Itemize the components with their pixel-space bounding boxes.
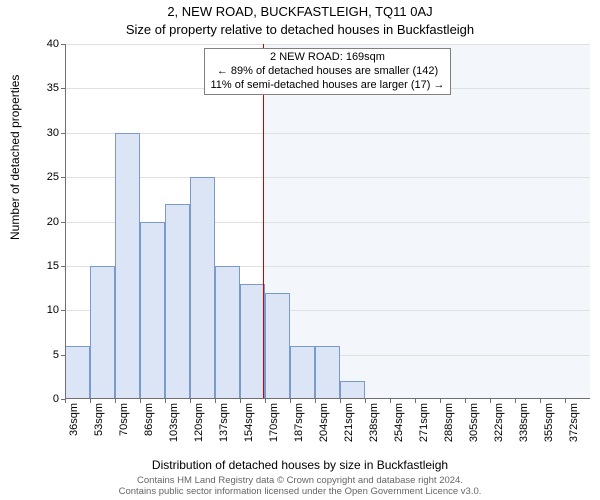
x-tick-mark: [115, 399, 116, 403]
annotation-line-1: 2 NEW ROAD: 169sqm: [211, 51, 445, 65]
grid-line: [65, 44, 590, 45]
y-tick-label: 25: [47, 171, 59, 183]
x-tick-label: 53sqm: [93, 403, 105, 436]
histogram-bar: [90, 266, 115, 399]
y-tick-label: 35: [47, 82, 59, 94]
histogram-bar: [65, 346, 90, 399]
x-tick-mark: [215, 399, 216, 403]
y-tick-mark: [61, 133, 65, 134]
annotation-line-3: 11% of semi-detached houses are larger (…: [211, 79, 445, 93]
x-tick-mark: [240, 399, 241, 403]
x-tick-mark: [390, 399, 391, 403]
page-title: 2, NEW ROAD, BUCKFASTLEIGH, TQ11 0AJ: [0, 4, 600, 19]
y-tick-label: 10: [47, 304, 59, 316]
histogram-plot: 2 NEW ROAD: 169sqm ← 89% of detached hou…: [65, 44, 590, 399]
property-marker-line: [263, 44, 264, 399]
x-tick-label: 36sqm: [68, 403, 80, 436]
histogram-bar: [340, 381, 365, 399]
x-tick-label: 355sqm: [543, 403, 555, 442]
y-tick-mark: [61, 310, 65, 311]
x-tick-mark: [165, 399, 166, 403]
x-tick-label: 305sqm: [468, 403, 480, 442]
x-axis-line: [65, 398, 590, 399]
grid-line: [65, 177, 590, 178]
y-tick-label: 30: [47, 127, 59, 139]
x-tick-label: 322sqm: [493, 403, 505, 442]
y-tick-mark: [61, 222, 65, 223]
histogram-bar: [290, 346, 315, 399]
x-tick-label: 170sqm: [268, 403, 280, 442]
x-tick-mark: [440, 399, 441, 403]
x-tick-label: 187sqm: [293, 403, 305, 442]
x-tick-label: 288sqm: [443, 403, 455, 442]
histogram-bar: [265, 293, 290, 400]
chart-subtitle: Size of property relative to detached ho…: [0, 22, 600, 37]
y-tick-label: 15: [47, 260, 59, 272]
y-tick-label: 0: [53, 393, 59, 405]
footer-line-2: Contains public sector information licen…: [0, 487, 600, 498]
x-tick-mark: [540, 399, 541, 403]
y-tick-label: 40: [47, 38, 59, 50]
histogram-bar: [140, 222, 165, 400]
x-tick-label: 86sqm: [143, 403, 155, 436]
histogram-bar: [315, 346, 340, 399]
x-tick-mark: [265, 399, 266, 403]
x-tick-mark: [65, 399, 66, 403]
y-axis-line: [65, 44, 66, 399]
x-tick-mark: [340, 399, 341, 403]
x-tick-label: 338sqm: [518, 403, 530, 442]
y-tick-mark: [61, 177, 65, 178]
footer-attribution: Contains HM Land Registry data © Crown c…: [0, 476, 600, 498]
annotation-box: 2 NEW ROAD: 169sqm ← 89% of detached hou…: [204, 48, 452, 95]
histogram-bar: [190, 177, 215, 399]
x-tick-label: 70sqm: [118, 403, 130, 436]
histogram-bar: [240, 284, 265, 399]
annotation-line-2: ← 89% of detached houses are smaller (14…: [211, 65, 445, 79]
histogram-bar: [165, 204, 190, 399]
x-tick-label: 238sqm: [368, 403, 380, 442]
x-tick-label: 137sqm: [218, 403, 230, 442]
histogram-bar: [115, 133, 140, 399]
y-tick-mark: [61, 266, 65, 267]
y-tick-label: 5: [53, 349, 59, 361]
x-tick-label: 271sqm: [418, 403, 430, 442]
x-tick-mark: [415, 399, 416, 403]
histogram-bar: [215, 266, 240, 399]
x-tick-label: 120sqm: [193, 403, 205, 442]
x-tick-mark: [465, 399, 466, 403]
x-tick-label: 103sqm: [168, 403, 180, 442]
x-tick-mark: [190, 399, 191, 403]
x-tick-mark: [140, 399, 141, 403]
y-tick-mark: [61, 355, 65, 356]
x-tick-label: 372sqm: [568, 403, 580, 442]
x-tick-label: 154sqm: [243, 403, 255, 442]
x-tick-mark: [490, 399, 491, 403]
x-tick-mark: [515, 399, 516, 403]
y-tick-mark: [61, 44, 65, 45]
x-tick-mark: [365, 399, 366, 403]
y-tick-mark: [61, 88, 65, 89]
x-tick-mark: [290, 399, 291, 403]
x-tick-label: 221sqm: [343, 403, 355, 442]
x-axis-label: Distribution of detached houses by size …: [0, 458, 600, 472]
y-axis-label: Number of detached properties: [8, 75, 22, 240]
x-tick-mark: [565, 399, 566, 403]
x-tick-label: 204sqm: [318, 403, 330, 442]
x-tick-label: 254sqm: [393, 403, 405, 442]
y-tick-label: 20: [47, 216, 59, 228]
grid-line: [65, 133, 590, 134]
x-tick-mark: [315, 399, 316, 403]
x-tick-mark: [90, 399, 91, 403]
